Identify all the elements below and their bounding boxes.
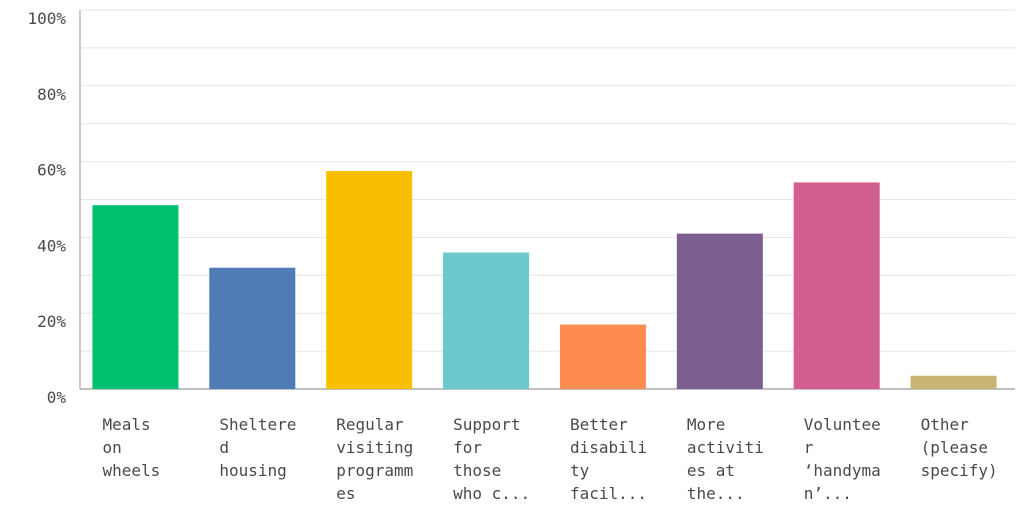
category-label: Better: [570, 415, 628, 434]
category-label: Voluntee: [804, 415, 881, 434]
category-label: d: [219, 438, 229, 457]
category-label: r: [804, 438, 814, 457]
category-label: disabili: [570, 438, 647, 457]
category-label: programm: [336, 461, 413, 480]
bar: [326, 171, 413, 389]
bar: [92, 205, 179, 389]
y-tick-label: 20%: [37, 312, 66, 331]
bar: [559, 324, 646, 389]
category-labels: Meals on wheels Sheltere d housing Regular visi…: [102, 415, 997, 503]
category-label: visiting: [336, 438, 413, 457]
y-tick-label: 60%: [37, 161, 66, 180]
y-tick-label: 40%: [37, 236, 66, 255]
bar: [676, 233, 763, 389]
category-label: Meals: [102, 415, 150, 434]
category-label: the...: [687, 484, 745, 503]
category-label: who c...: [453, 484, 530, 503]
category-label: Other: [921, 415, 970, 434]
bar: [443, 252, 530, 389]
category-label: for: [453, 438, 482, 457]
category-label: housing: [219, 461, 286, 480]
category-label: activiti: [687, 438, 764, 457]
category-label: Regular: [336, 415, 404, 434]
category-label: facil...: [570, 484, 647, 503]
category-label: specify): [921, 461, 998, 480]
category-label: es: [336, 484, 355, 503]
bar: [209, 267, 296, 389]
category-label: wheels: [102, 461, 160, 480]
bar: [793, 182, 880, 389]
y-axis: 0% 20% 40% 60% 80% 100%: [27, 9, 81, 407]
category-label: ‘handyma: [804, 461, 881, 480]
category-label: ty: [570, 461, 590, 480]
category-label: on: [102, 438, 121, 457]
bar: [910, 375, 997, 389]
y-tick-label: 100%: [27, 9, 66, 28]
y-tick-label: 0%: [47, 388, 67, 407]
bars: [92, 171, 997, 389]
category-label: es at: [687, 461, 735, 480]
category-label: (please: [921, 438, 988, 457]
category-label: Sheltere: [219, 415, 296, 434]
category-label: Support: [453, 415, 520, 434]
y-tick-label: 80%: [37, 85, 66, 104]
category-label: More: [687, 415, 726, 434]
category-label: n’...: [804, 484, 852, 503]
category-label: those: [453, 461, 501, 480]
